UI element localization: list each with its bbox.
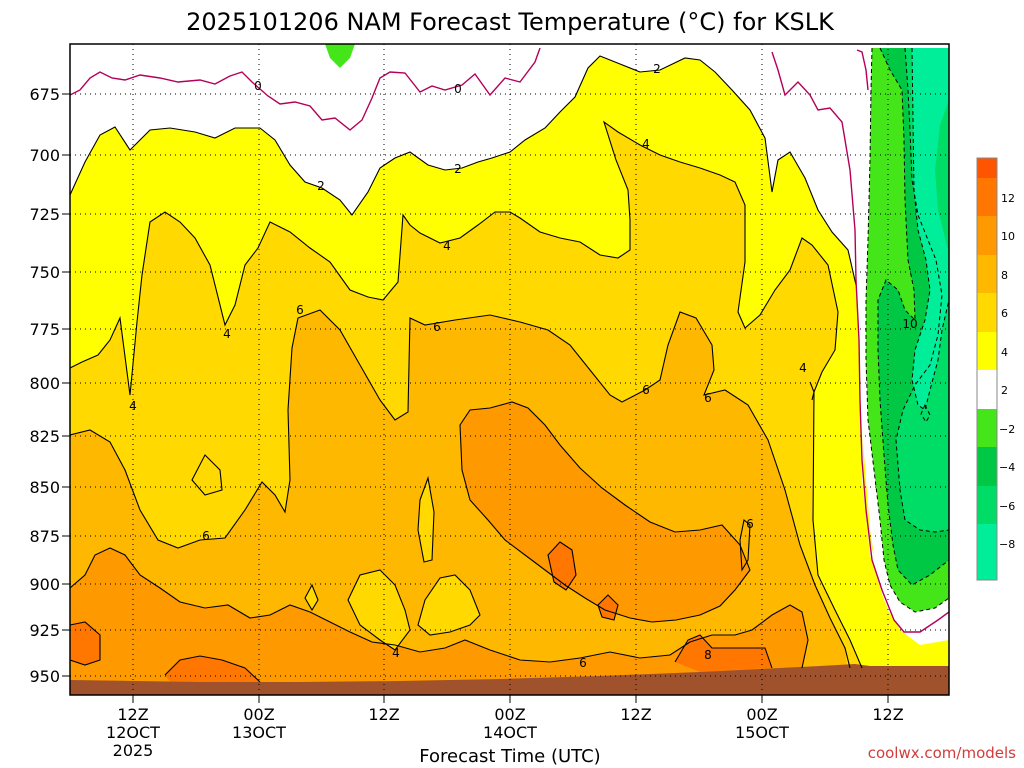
x-tick-label: 14OCT (483, 723, 537, 742)
x-tick-label: 00Z (494, 705, 525, 724)
grid-lines (70, 44, 949, 695)
warm-spot-10-d (165, 656, 260, 690)
y-tick-label: 775 (29, 320, 60, 339)
x-tick-label: 12Z (368, 705, 399, 724)
contour-label: 0 (454, 82, 462, 96)
x-axis: 12Z 12OCT 2025 00Z 13OCT 12Z 00Z 14OCT 1… (106, 705, 904, 760)
y-tick-label: 950 (29, 667, 60, 686)
contour-label: 4 (443, 239, 451, 253)
colorbar-label: −4 (999, 461, 1015, 474)
warm-spot-10-c (70, 622, 100, 665)
source-credit: coolwx.com/models (868, 744, 1016, 762)
island-4-a (348, 570, 410, 650)
y-tick-label: 900 (29, 575, 60, 594)
x-tick-label: 12Z (117, 705, 148, 724)
contour-label: 6 (433, 320, 441, 334)
colorbar-swatch (977, 178, 997, 216)
contour-label: 6 (296, 303, 304, 317)
x-tick-label: 2025 (113, 741, 154, 760)
warm-core-8 (460, 402, 750, 622)
x-tick-label: 15OCT (735, 723, 789, 742)
zero-isotherm (70, 47, 949, 633)
cold-contours (865, 47, 949, 613)
cold-patch-top (325, 44, 355, 68)
x-tick-label: 13OCT (232, 723, 286, 742)
y-tick-label: 675 (29, 85, 60, 104)
contour-label: 8 (704, 648, 712, 662)
y-tick-label: 725 (29, 205, 60, 224)
colorbar: 12 10 8 6 4 2 −2 −4 −6 −8 (976, 157, 1015, 581)
contour-label: 10 (902, 317, 917, 331)
contour-lines (70, 55, 863, 683)
colorbar-frame (976, 157, 998, 581)
contour-label: 2 (454, 162, 462, 176)
colorbar-swatch (977, 216, 997, 255)
contour-labels: 0 0 2 2 2 4 4 4 4 4 4 6 6 6 6 6 6 6 8 10 (129, 62, 917, 670)
warm-spot-10-e (675, 635, 772, 672)
contour-label: 4 (799, 361, 807, 375)
contour-label: 6 (579, 656, 587, 670)
x-tick-label: 00Z (746, 705, 777, 724)
colorbar-label: 10 (1001, 230, 1015, 243)
band-0-right (856, 48, 949, 645)
island-4-b (418, 575, 480, 635)
contour-label: 6 (642, 383, 650, 397)
x-tick-label: 12OCT (106, 723, 160, 742)
x-tick-marks (132, 695, 889, 703)
warm-spot-10-b (598, 595, 618, 620)
chart-title: 2025101206 NAM Forecast Temperature (°C)… (186, 8, 835, 36)
y-tick-label: 750 (29, 263, 60, 282)
colorbar-swatch (977, 524, 997, 580)
y-tick-label: 800 (29, 374, 60, 393)
contour-label: 4 (642, 137, 650, 151)
plot-area (70, 44, 949, 695)
contour-label: 4 (223, 327, 231, 341)
y-tick-label: 925 (29, 621, 60, 640)
contour-label: 0 (254, 79, 262, 93)
y-tick-label: 700 (29, 146, 60, 165)
y-tick-label: 850 (29, 478, 60, 497)
contour-label: 6 (704, 391, 712, 405)
colorbar-label: 2 (1001, 384, 1008, 397)
band-minus6-to-minus8 (896, 48, 949, 532)
colorbar-label: −6 (999, 500, 1015, 513)
x-tick-label: 12Z (872, 705, 903, 724)
x-tick-label: 12Z (620, 705, 651, 724)
colorbar-label: −8 (999, 538, 1015, 551)
colorbar-swatch (977, 409, 997, 447)
colorbar-swatch (977, 332, 997, 370)
contour-label: 6 (746, 517, 754, 531)
x-axis-label: Forecast Time (UTC) (419, 746, 600, 767)
y-tick-label: 825 (29, 427, 60, 446)
band-8-to-10 (70, 548, 820, 695)
y-axis: 675 700 725 750 775 800 825 850 875 900 … (29, 85, 60, 686)
colorbar-swatch (977, 486, 997, 524)
colorbar-label: −2 (999, 423, 1015, 436)
colorbar-label: 12 (1001, 192, 1015, 205)
colorbar-swatch (977, 447, 997, 486)
colorbar-label: 6 (1001, 307, 1008, 320)
y-tick-label: 875 (29, 527, 60, 546)
y-tick-marks (62, 93, 70, 677)
x-tick-label: 00Z (243, 705, 274, 724)
colorbar-label: 4 (1001, 346, 1008, 359)
colorbar-label: 8 (1001, 269, 1008, 282)
colorbar-swatch (977, 370, 997, 409)
island-4-e (305, 585, 318, 610)
contour-label: 4 (129, 399, 137, 413)
colorbar-swatch (977, 255, 997, 293)
colorbar-swatch (977, 158, 997, 178)
contour-label: 2 (653, 62, 661, 76)
contour-label: 2 (317, 179, 325, 193)
island-4-d (418, 478, 434, 562)
contour-label: 4 (392, 646, 400, 660)
contour-label: 6 (202, 529, 210, 543)
colorbar-swatch (977, 293, 997, 332)
